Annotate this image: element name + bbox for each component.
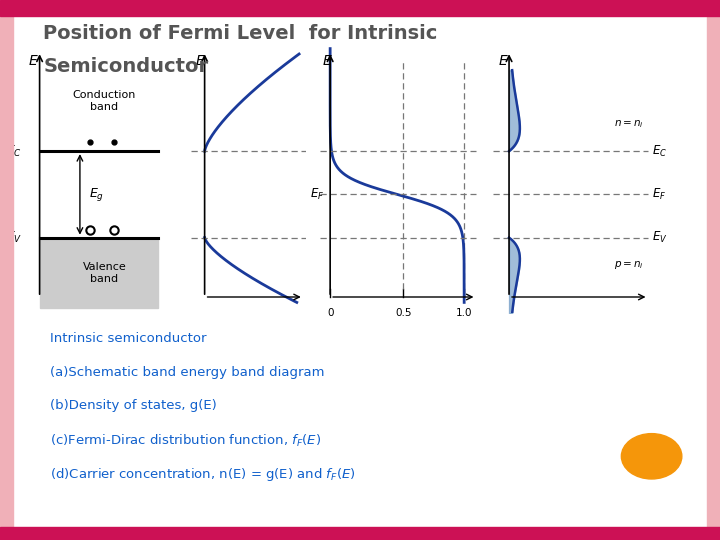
Text: $n = n_i$: $n = n_i$: [614, 118, 644, 130]
Text: $E$: $E$: [322, 54, 333, 68]
Text: 0: 0: [327, 308, 333, 318]
Text: 1.0: 1.0: [456, 308, 472, 318]
Text: (a)Schematic band energy band diagram: (a)Schematic band energy band diagram: [50, 366, 325, 379]
Text: 0.5: 0.5: [395, 308, 412, 318]
Text: Valence
band: Valence band: [83, 262, 126, 284]
Text: (d)Carrier concentration, n(E) = g(E) and $f_F(E)$: (d)Carrier concentration, n(E) = g(E) an…: [50, 466, 356, 483]
Text: $E_F$: $E_F$: [310, 187, 324, 202]
Text: (c)Fermi-Dirac distribution function, $f_F(E)$: (c)Fermi-Dirac distribution function, $f…: [50, 433, 322, 449]
Bar: [40, 238, 158, 308]
Text: $E_C$: $E_C$: [652, 144, 667, 159]
Text: $E_V$: $E_V$: [6, 230, 22, 245]
Text: $E$: $E$: [498, 54, 509, 68]
Text: $E$: $E$: [195, 54, 206, 68]
Text: $E_g$: $E_g$: [89, 186, 104, 203]
Text: (b)Density of states, g(E): (b)Density of states, g(E): [50, 399, 217, 412]
Text: $E_F$: $E_F$: [652, 187, 666, 202]
Text: Intrinsic semiconductor: Intrinsic semiconductor: [50, 332, 207, 345]
Text: Semiconductor: Semiconductor: [43, 57, 208, 76]
Text: Conduction
band: Conduction band: [73, 90, 136, 112]
Text: Position of Fermi Level  for Intrinsic: Position of Fermi Level for Intrinsic: [43, 24, 438, 43]
Text: $p = n_i$: $p = n_i$: [613, 259, 644, 271]
Text: $E$: $E$: [28, 54, 39, 68]
Text: $E_V$: $E_V$: [652, 230, 667, 245]
Text: $E_C$: $E_C$: [6, 144, 22, 159]
